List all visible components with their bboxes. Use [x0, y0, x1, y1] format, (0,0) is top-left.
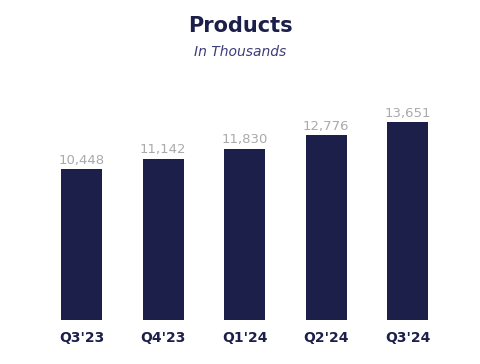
Bar — [61, 169, 102, 320]
Text: 10,448: 10,448 — [59, 154, 105, 166]
Bar — [387, 122, 428, 320]
Bar — [225, 149, 265, 320]
Text: Products: Products — [188, 16, 292, 36]
Text: 11,830: 11,830 — [222, 134, 268, 146]
Text: 11,142: 11,142 — [140, 143, 187, 157]
Bar — [306, 135, 347, 320]
Text: In Thousands: In Thousands — [194, 46, 286, 59]
Text: 12,776: 12,776 — [303, 120, 349, 133]
Bar — [143, 159, 184, 320]
Text: 13,651: 13,651 — [384, 107, 431, 120]
